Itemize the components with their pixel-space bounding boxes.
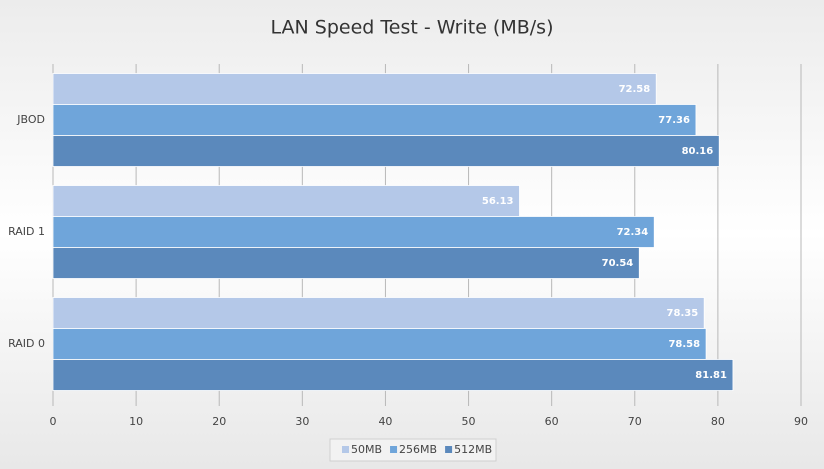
y-tick-label: JBOD [16, 113, 45, 126]
x-tick-label: 60 [545, 415, 559, 428]
value-label: 78.35 [667, 308, 699, 319]
bar [52, 359, 734, 391]
legend-label: 256MB [399, 443, 437, 456]
bar [52, 104, 697, 136]
x-tick-label: 40 [378, 415, 392, 428]
x-tick-label: 0 [50, 415, 57, 428]
legend-label: 50MB [351, 443, 382, 456]
legend-swatch [342, 446, 349, 453]
bar [52, 216, 655, 248]
value-label: 72.34 [617, 227, 649, 238]
value-label: 80.16 [682, 146, 714, 157]
x-tick-label: 70 [628, 415, 642, 428]
value-label: 72.58 [619, 84, 651, 95]
value-label: 81.81 [695, 370, 727, 381]
y-tick-label: RAID 0 [8, 337, 45, 350]
x-tick-label: 80 [711, 415, 725, 428]
x-tick-label: 20 [212, 415, 226, 428]
legend-box [329, 438, 497, 462]
x-tick-label: 50 [462, 415, 476, 428]
legend-swatch [390, 446, 398, 453]
value-label: 56.13 [482, 196, 514, 207]
bar [52, 185, 520, 217]
legend-swatch [445, 446, 453, 453]
bar [52, 135, 720, 167]
value-label: 70.54 [602, 258, 634, 269]
bar [52, 73, 657, 105]
bar [52, 247, 640, 279]
x-tick-label: 90 [794, 415, 808, 428]
x-tick-label: 30 [295, 415, 309, 428]
bar [52, 328, 707, 360]
x-tick-label: 10 [129, 415, 143, 428]
value-label: 77.36 [658, 115, 690, 126]
bar [52, 297, 705, 329]
y-tick-label: RAID 1 [8, 225, 45, 238]
value-label: 78.58 [668, 339, 700, 350]
chart-title: LAN Speed Test - Write (MB/s) [271, 17, 554, 39]
legend-label: 512MB [454, 443, 492, 456]
